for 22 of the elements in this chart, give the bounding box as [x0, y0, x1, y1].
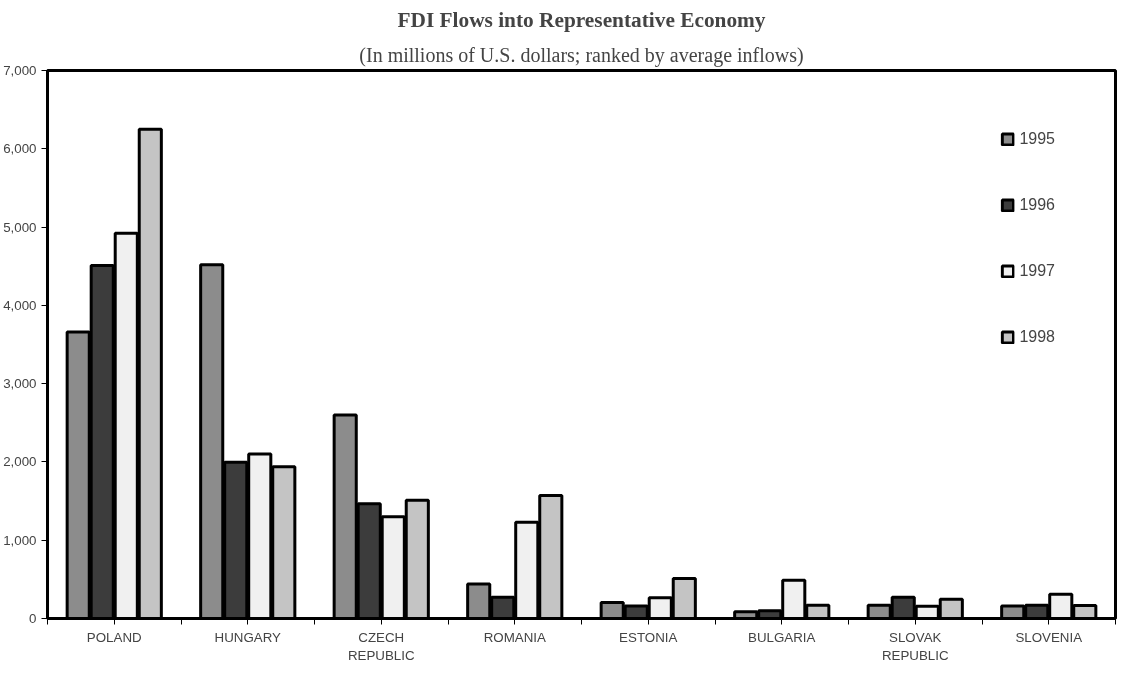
chart-subtitle: (In millions of U.S. dollars; ranked by average inflows): [359, 43, 804, 67]
legend-label: 1998: [1019, 328, 1055, 346]
legend-label: 1995: [1019, 130, 1055, 148]
legend-label: 1996: [1019, 196, 1055, 214]
x-tick-label: POLAND: [86, 629, 142, 645]
y-tick-label: 1,000: [3, 532, 37, 548]
y-tick-label: 5,000: [3, 219, 37, 235]
x-tick-label: ESTONIA: [619, 629, 678, 645]
y-tick-label: 2,000: [3, 454, 37, 470]
legend-label: 1997: [1019, 262, 1055, 280]
chart-title: FDI Flows into Representative Economy: [397, 7, 766, 32]
y-tick-label: 0: [29, 611, 37, 626]
x-tick-label: CZECH REPUBLIC: [347, 629, 415, 663]
x-tick-label: BULGARIA: [748, 629, 816, 645]
x-tick-label: SLOVAK REPUBLIC: [881, 629, 949, 663]
x-tick-label: ROMANIA: [483, 629, 546, 645]
y-tick-label: 4,000: [3, 297, 37, 313]
y-tick-label: 3,000: [3, 376, 37, 392]
y-tick-label: 6,000: [3, 141, 37, 157]
x-tick-label: HUNGARY: [214, 629, 282, 645]
x-tick-label: SLOVENIA: [1015, 629, 1083, 645]
y-tick-label: 7,000: [3, 63, 37, 78]
